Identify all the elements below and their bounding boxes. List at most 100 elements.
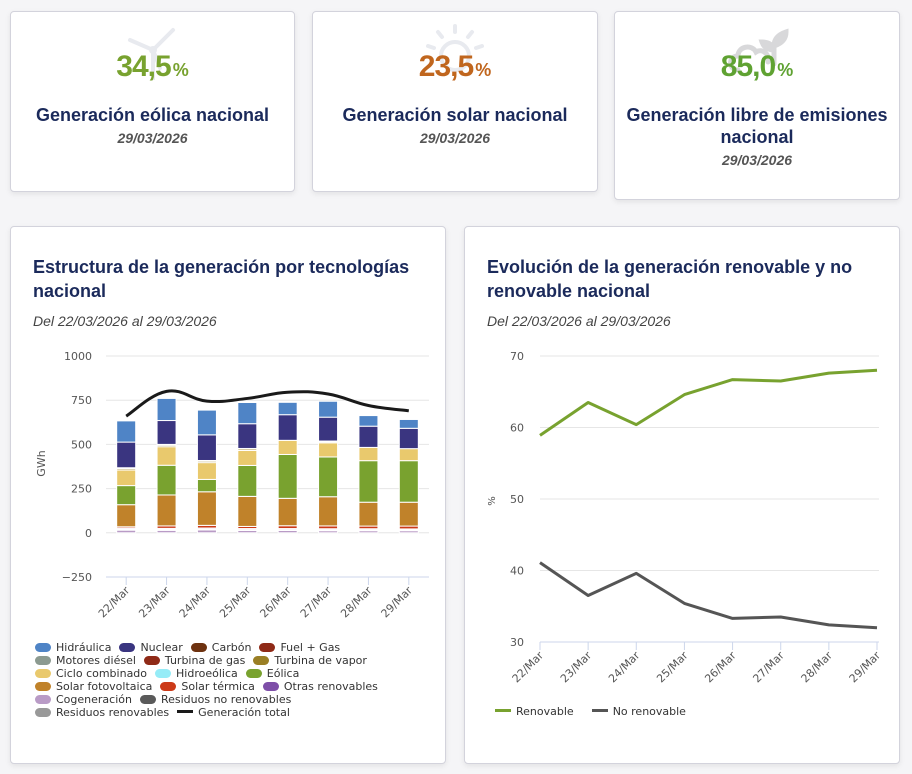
bar-segment-eolica[interactable] xyxy=(358,460,379,503)
x-tick-label: 24/Mar xyxy=(606,649,643,686)
bar-segment-solar-fotovoltaica[interactable] xyxy=(116,504,137,528)
bar-segment-nuclear[interactable] xyxy=(318,416,339,442)
legend-item-hidraulica[interactable]: Hidráulica xyxy=(35,641,111,654)
legend-item-turbina-de-vapor[interactable]: Turbina de vapor xyxy=(253,654,367,667)
legend-item-renovable[interactable]: Renovable xyxy=(495,705,574,718)
legend-item-generacion-total[interactable]: Generación total xyxy=(177,706,290,719)
kpi-unit: % xyxy=(777,60,794,80)
bar-segment-eolica[interactable] xyxy=(196,478,217,493)
legend-label: Solar térmica xyxy=(181,680,255,693)
bar-segment-hidraulica[interactable] xyxy=(237,401,258,425)
bar-segment-nuclear[interactable] xyxy=(277,414,298,441)
y-tick-label: 1000 xyxy=(64,350,92,363)
bar-segment-hidraulica[interactable] xyxy=(156,397,177,422)
legend-label: Turbina de gas xyxy=(164,654,246,667)
bar-segment-solar-fotovoltaica[interactable] xyxy=(196,491,217,526)
legend-swatch xyxy=(35,695,51,704)
bar-segment-hidraulica[interactable] xyxy=(116,420,137,443)
legend-item-fuel-gas[interactable]: Fuel + Gas xyxy=(259,641,340,654)
bar-segment-ciclo-combinado[interactable] xyxy=(116,469,137,487)
legend-label: Hidroeólica xyxy=(176,667,238,680)
bar-segment-solar-fotovoltaica[interactable] xyxy=(398,501,419,527)
bar-segment-eolica[interactable] xyxy=(318,456,339,498)
bar-segment-solar-fotovoltaica[interactable] xyxy=(156,494,177,527)
bar-segment-ciclo-combinado[interactable] xyxy=(196,462,217,480)
x-tick-label: 23/Mar xyxy=(136,584,173,621)
legend-item-eolica[interactable]: Eólica xyxy=(245,667,299,680)
kpi-card-wind: 34,5% Generación eólica nacional 29/03/20… xyxy=(10,11,295,192)
kpi-card-solar: 23,5% Generación solar nacional 29/03/202… xyxy=(312,11,598,192)
bar-segment-eolica[interactable] xyxy=(156,464,177,496)
bar-segment-solar-fotovoltaica[interactable] xyxy=(237,495,258,527)
bar-segment-nuclear[interactable] xyxy=(237,423,258,449)
x-tick-label: 26/Mar xyxy=(702,649,739,686)
bar-segment-ciclo-combinado[interactable] xyxy=(398,448,419,462)
legend-swatch xyxy=(160,682,177,691)
bar-segment-nuclear[interactable] xyxy=(156,420,177,445)
legend-row: Cogeneración Residuos no renovables xyxy=(35,693,435,706)
legend-row: Solar fotovoltaica Solar térmica Otras ren… xyxy=(35,680,435,693)
y-tick-label: 250 xyxy=(71,483,92,496)
legend-item-ciclo-combinado[interactable]: Ciclo combinado xyxy=(35,667,147,680)
bar-segment-hidraulica[interactable] xyxy=(358,415,379,427)
y-axis-label: GWh xyxy=(35,450,48,476)
legend-swatch xyxy=(35,656,51,665)
legend-item-no-renovable[interactable]: No renovable xyxy=(591,705,686,718)
kpi-number: 34,5 xyxy=(116,50,171,83)
line-series-no-renovable[interactable] xyxy=(539,561,878,630)
bar-segment-nuclear[interactable] xyxy=(116,441,137,469)
legend-item-carbon[interactable]: Carbón xyxy=(190,641,252,654)
kpi-number: 23,5 xyxy=(418,50,474,83)
legend-swatch xyxy=(35,669,51,678)
bar-segment-ciclo-combinado[interactable] xyxy=(156,446,177,466)
bar-segment-eolica[interactable] xyxy=(398,460,419,503)
legend-swatch xyxy=(190,643,207,652)
kpi-title: Generación eólica nacional 29/03/2026 xyxy=(21,104,284,149)
legend-label: Hidráulica xyxy=(56,641,112,654)
x-tick-label: 22/Mar xyxy=(96,584,133,621)
x-tick-label: 29/Mar xyxy=(847,649,884,686)
x-tick-label: 23/Mar xyxy=(558,649,595,686)
legend-item-cogeneracion[interactable]: Cogeneración xyxy=(35,693,132,706)
x-tick-label: 22/Mar xyxy=(510,649,547,686)
legend-item-residuos-renovables[interactable]: Residuos renovables xyxy=(35,706,169,719)
bar-segment-ciclo-combinado[interactable] xyxy=(358,446,379,462)
legend-item-otras-renovables[interactable]: Otras renovables xyxy=(262,680,378,693)
bar-segment-solar-fotovoltaica[interactable] xyxy=(358,501,379,527)
bar-segment-hidraulica[interactable] xyxy=(318,400,339,418)
bar-segment-nuclear[interactable] xyxy=(196,434,217,461)
legend-row: Hidráulica Nuclear Carbón Fuel + Gas xyxy=(35,641,435,654)
bar-segment-solar-fotovoltaica[interactable] xyxy=(277,497,298,527)
bar-segment-eolica[interactable] xyxy=(116,485,137,506)
legend-item-residuos-no-renovables[interactable]: Residuos no renovables xyxy=(139,693,291,706)
legend-swatch xyxy=(253,656,270,665)
legend-label: Carbón xyxy=(211,641,252,654)
bar-segment-eolica[interactable] xyxy=(237,464,258,497)
bar-segment-nuclear[interactable] xyxy=(358,425,379,448)
legend-item-solar-fotovoltaica[interactable]: Solar fotovoltaica xyxy=(35,680,152,693)
legend-row: Ciclo combinado Hidroeólica Eólica xyxy=(35,667,435,680)
legend-item-turbina-de-gas[interactable]: Turbina de gas xyxy=(143,654,246,667)
legend-swatch xyxy=(35,708,51,717)
bar-segment-ciclo-combinado[interactable] xyxy=(318,442,339,458)
kpi-date: 29/03/2026 xyxy=(721,152,793,168)
kpi-title-text: Generación eólica nacional xyxy=(35,105,270,125)
legend-item-motores-diesel[interactable]: Motores diésel xyxy=(35,654,136,667)
bar-segment-solar-fotovoltaica[interactable] xyxy=(318,496,339,527)
bar-segment-nuclear[interactable] xyxy=(398,427,419,450)
legend-item-hidroeolica[interactable]: Hidroeólica xyxy=(155,667,238,680)
bar-segment-hidraulica[interactable] xyxy=(196,409,217,436)
legend-item-nuclear[interactable]: Nuclear xyxy=(119,641,183,654)
line-series-renovable[interactable] xyxy=(539,368,878,437)
legend-label: Solar fotovoltaica xyxy=(56,680,153,693)
bar-segment-ciclo-combinado[interactable] xyxy=(237,449,258,466)
bar-segment-eolica[interactable] xyxy=(277,453,298,499)
legend-item-solar-termica[interactable]: Solar térmica xyxy=(160,680,255,693)
bar-segment-ciclo-combinado[interactable] xyxy=(277,439,298,455)
x-tick-label: 28/Mar xyxy=(799,649,836,686)
y-tick-label: −250 xyxy=(62,571,92,584)
bar-segment-hidraulica[interactable] xyxy=(398,418,419,429)
legend-label: Generación total xyxy=(198,706,290,719)
bar-segment-hidraulica[interactable] xyxy=(277,401,298,416)
